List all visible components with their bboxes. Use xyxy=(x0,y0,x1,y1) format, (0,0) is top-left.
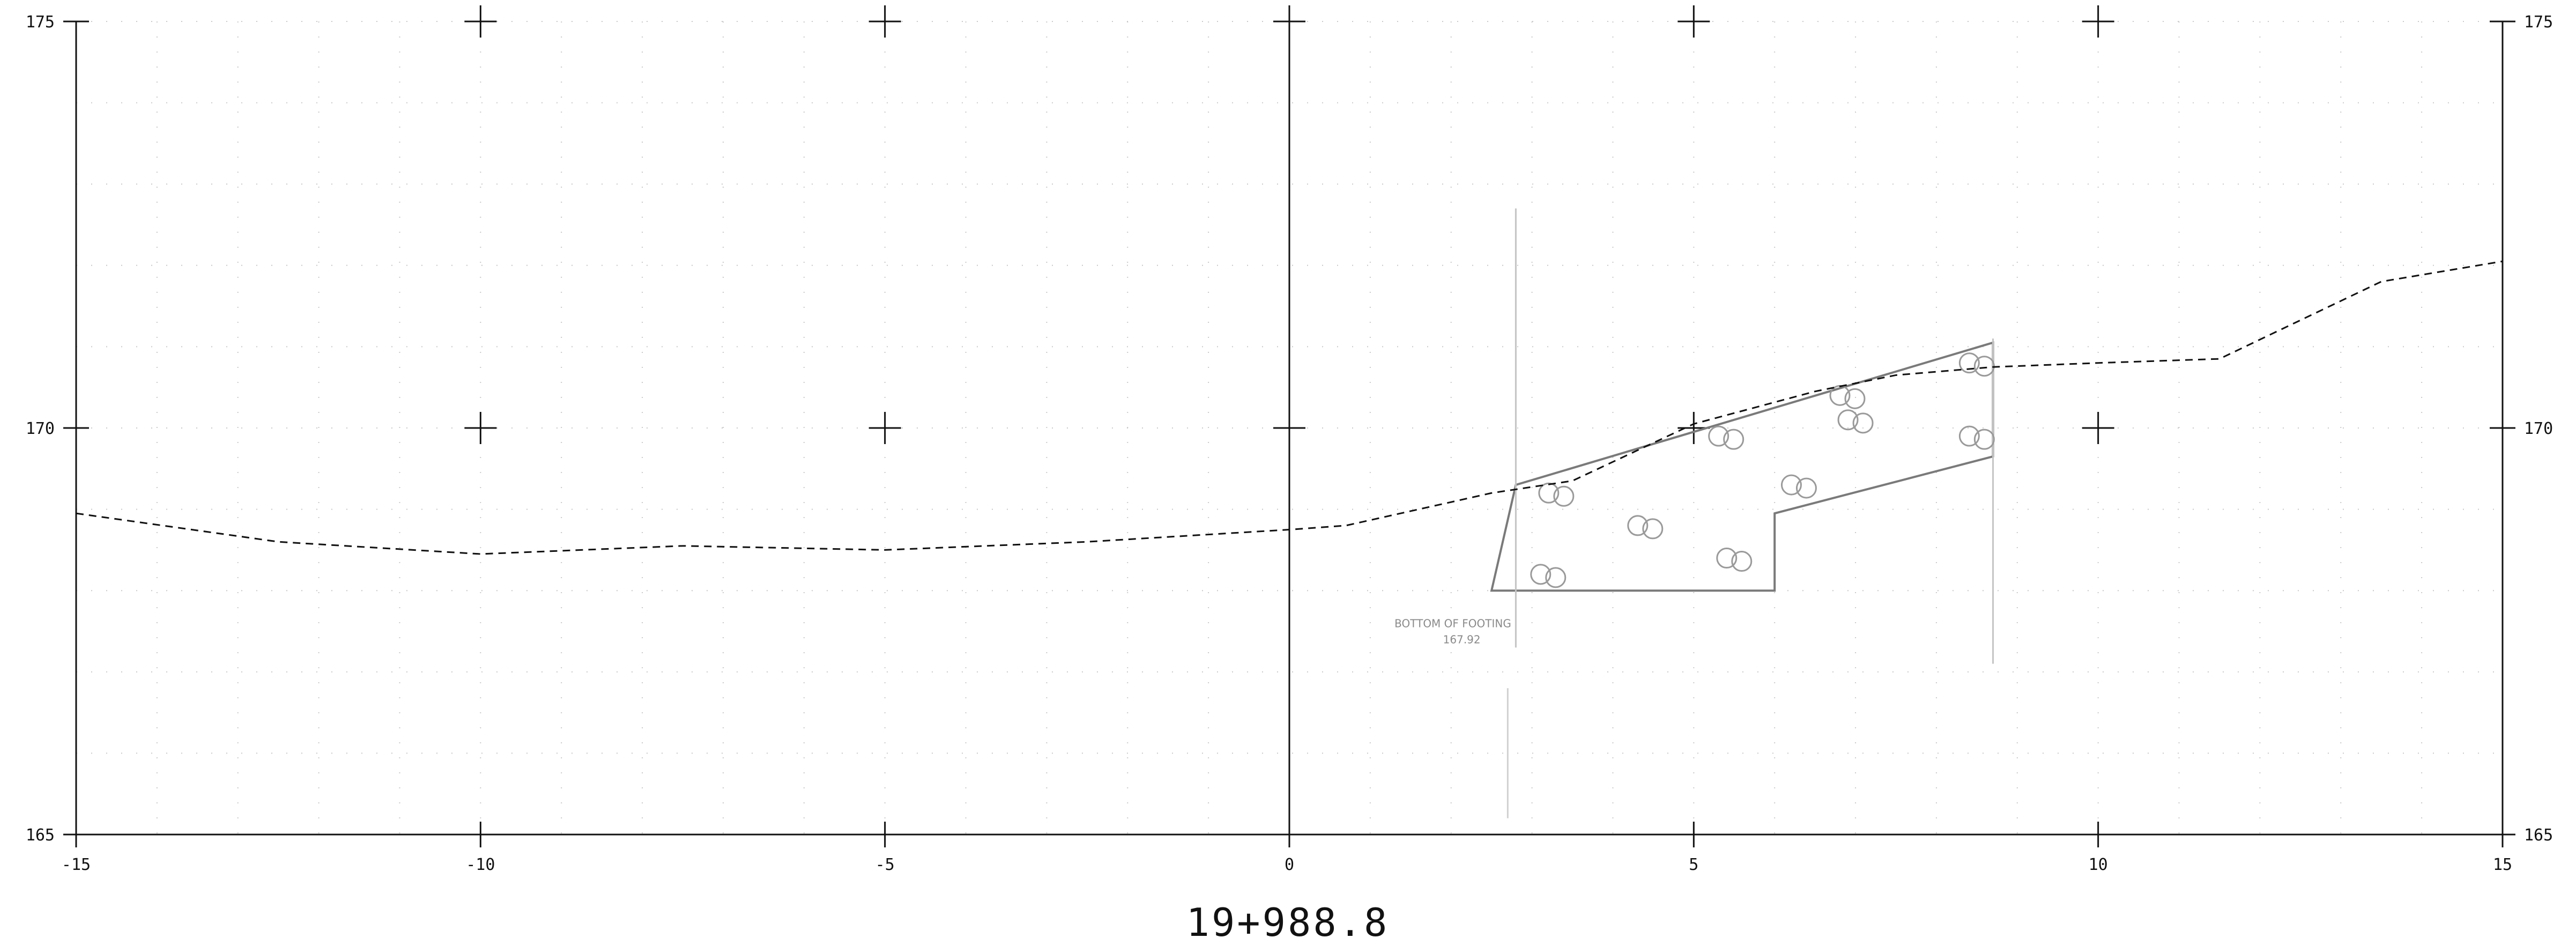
rock-hatch xyxy=(1545,567,1567,588)
rock-hatch xyxy=(1723,429,1744,450)
footing-annotation: 167.92 xyxy=(1443,633,1481,646)
y-axis-ticks: 165 165 170 170 175 175 xyxy=(26,13,2553,845)
x-tick-label: 15 xyxy=(2493,855,2512,874)
major-grid-crosses xyxy=(464,5,2114,444)
rock-hatch xyxy=(1731,551,1753,572)
rock-hatch xyxy=(1973,429,1995,450)
footing-notes: BOTTOM OF FOOTING 167.92 xyxy=(1394,617,1511,646)
rock-hatch xyxy=(1553,485,1575,507)
rock-hatch xyxy=(1708,425,1729,447)
x-tick-label: -10 xyxy=(466,855,495,874)
rock-hatch xyxy=(1716,548,1738,569)
station-label: 19+988.8 xyxy=(1186,900,1390,945)
footing-outline xyxy=(1490,341,1994,592)
footing-annotation: BOTTOM OF FOOTING xyxy=(1394,617,1511,630)
rock-hatch xyxy=(1795,477,1817,499)
y-tick-label-right: 170 xyxy=(2524,419,2553,438)
rock-hatch xyxy=(1538,482,1560,504)
rock-hatch xyxy=(1627,515,1649,536)
y-tick-label-right: 165 xyxy=(2524,826,2553,845)
x-axis-ticks: -15 -10 -5 0 5 10 15 xyxy=(62,822,2512,874)
y-tick-label-left: 165 xyxy=(26,826,55,845)
x-tick-label: 10 xyxy=(2089,855,2108,874)
rock-hatch xyxy=(1530,564,1551,585)
rock-hatch xyxy=(1837,409,1859,431)
x-tick-label: 0 xyxy=(1285,855,1294,874)
rock-hatch xyxy=(1958,352,1980,374)
y-tick-label-left: 175 xyxy=(26,13,55,32)
footing-sketch xyxy=(1490,208,1995,818)
y-tick-label-right: 175 xyxy=(2524,13,2553,32)
rock-hatch xyxy=(1852,412,1874,434)
rock-hatch xyxy=(1642,518,1664,540)
x-tick-label: 5 xyxy=(1689,855,1698,874)
x-tick-label: -15 xyxy=(62,855,91,874)
rock-hatch xyxy=(1973,356,1995,377)
rock-hatch xyxy=(1958,425,1980,447)
rock-hatch xyxy=(1780,474,1802,496)
y-tick-label-left: 170 xyxy=(26,419,55,438)
x-tick-label: -5 xyxy=(875,855,895,874)
rock-hatch xyxy=(1844,388,1866,409)
